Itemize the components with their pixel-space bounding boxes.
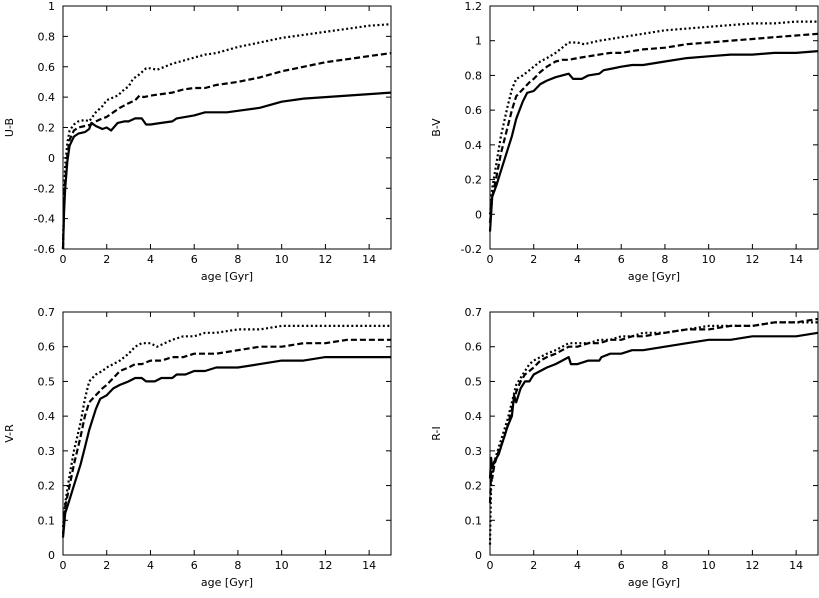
y-tick-label: 0.8 [465, 69, 483, 82]
x-tick-label: 2 [103, 253, 110, 266]
y-tick-label: -0.2 [34, 182, 55, 195]
y-tick-label: 0.2 [465, 480, 483, 493]
y-tick-label: 0.1 [465, 514, 483, 527]
y-tick-label: 1 [48, 0, 55, 13]
plot-frame [489, 311, 819, 556]
y-tick-label: 0.6 [38, 341, 56, 354]
x-tick-label: 0 [487, 559, 494, 572]
panel-v-r: 0 2 4 6 8 10 12 14 0 0.1 0.2 0.3 0.4 0.5 0.6 0.7 age [Gy… [3, 306, 392, 589]
x-tick-label: 8 [234, 559, 241, 572]
y-tick-label: 0 [48, 152, 55, 165]
y-tick-label: 0.8 [38, 30, 56, 43]
x-tick-label: 4 [147, 253, 154, 266]
series-line-solid [61, 91, 392, 250]
x-tick-label: 12 [318, 253, 332, 266]
panel-u-b: 0 2 4 6 8 10 12 14 -0.6 -0.4 -0.2 0 0.2 0.4 0.6 0.8 1 age… [3, 0, 392, 283]
x-tick-label: 10 [702, 559, 716, 572]
x-tick-label: 14 [789, 559, 803, 572]
x-tick-label: 8 [661, 253, 668, 266]
x-axis-label: age [Gyr] [628, 576, 680, 589]
y-tick-label: -0.2 [461, 243, 482, 256]
y-tick-label: 0.4 [38, 91, 56, 104]
x-tick-label: 10 [702, 253, 716, 266]
y-tick-label: 0 [475, 208, 482, 221]
series-line-dashed [488, 32, 819, 224]
y-tick-label: 0.3 [38, 445, 56, 458]
x-tick-label: 8 [661, 559, 668, 572]
x-tick-label: 10 [275, 559, 289, 572]
x-tick-label: 0 [60, 559, 67, 572]
x-tick-label: 12 [318, 559, 332, 572]
y-axis-label: R-I [430, 426, 443, 440]
y-axis-label: V-R [3, 424, 16, 443]
series-line-dotted [488, 20, 818, 215]
x-tick-label: 6 [618, 253, 625, 266]
plot-frame [62, 311, 392, 556]
y-tick-label: 0.3 [465, 445, 483, 458]
x-tick-label: 6 [618, 559, 625, 572]
y-tick-label: 0.5 [465, 375, 483, 388]
series-line-dashed [488, 317, 819, 503]
series-line-solid [61, 356, 391, 538]
y-tick-label: 0.4 [465, 139, 483, 152]
y-tick-label: 0.6 [465, 104, 483, 117]
x-tick-label: 0 [60, 253, 67, 266]
y-tick-label: 0.6 [38, 61, 56, 74]
x-tick-label: 4 [574, 253, 581, 266]
y-tick-label: -0.4 [34, 213, 55, 226]
y-tick-label: 1.2 [465, 0, 483, 13]
y-tick-label: 1 [475, 35, 482, 48]
y-tick-label: 0.2 [38, 480, 56, 493]
x-tick-label: 6 [191, 559, 198, 572]
y-tick-label: 0 [48, 549, 55, 562]
y-tick-label: 0.4 [465, 410, 483, 423]
panel-r-i: 0 2 4 6 8 10 12 14 0 0.1 0.2 0.3 0.4 0.5 0.6 0.7 age [Gy… [430, 306, 819, 589]
series-line-dotted [61, 23, 392, 250]
x-tick-label: 4 [574, 559, 581, 572]
x-tick-label: 12 [745, 559, 759, 572]
x-axis-label: age [Gyr] [628, 270, 680, 283]
series-line-dotted [61, 324, 391, 528]
y-axis-label: U-B [3, 118, 16, 137]
x-tick-label: 2 [530, 559, 537, 572]
y-tick-label: 0.2 [38, 122, 56, 135]
x-tick-label: 14 [789, 253, 803, 266]
y-tick-label: 0.5 [38, 375, 56, 388]
x-tick-label: 12 [745, 253, 759, 266]
series-line-solid [488, 331, 819, 479]
y-tick-label: 0.4 [38, 410, 56, 423]
x-tick-label: 2 [103, 559, 110, 572]
plot-frame [62, 5, 392, 250]
plot-frame [489, 5, 819, 250]
y-tick-label: -0.6 [34, 243, 55, 256]
x-tick-label: 2 [530, 253, 537, 266]
y-tick-label: 0.7 [465, 306, 483, 319]
x-tick-label: 6 [191, 253, 198, 266]
series-line-dashed [61, 52, 392, 250]
panel-b-v: 0 2 4 6 8 10 12 14 -0.2 0 0.2 0.4 0.6 0.8 1 1.2 age [Gyr… [430, 0, 819, 283]
x-tick-label: 14 [362, 559, 376, 572]
y-tick-label: 0.1 [38, 514, 56, 527]
y-tick-label: 0.7 [38, 306, 56, 319]
x-tick-label: 10 [275, 253, 289, 266]
y-tick-label: 0 [475, 549, 482, 562]
x-tick-label: 14 [362, 253, 376, 266]
series-line-dashed [61, 338, 391, 535]
x-tick-label: 8 [234, 253, 241, 266]
x-tick-label: 4 [147, 559, 154, 572]
y-axis-label: B-V [430, 118, 443, 137]
x-axis-label: age [Gyr] [201, 270, 253, 283]
y-tick-label: 0.6 [465, 341, 483, 354]
x-axis-label: age [Gyr] [201, 576, 253, 589]
series-line-dotted [488, 321, 818, 545]
series-line-solid [488, 50, 819, 232]
x-tick-label: 0 [487, 253, 494, 266]
y-tick-label: 0.2 [465, 174, 483, 187]
